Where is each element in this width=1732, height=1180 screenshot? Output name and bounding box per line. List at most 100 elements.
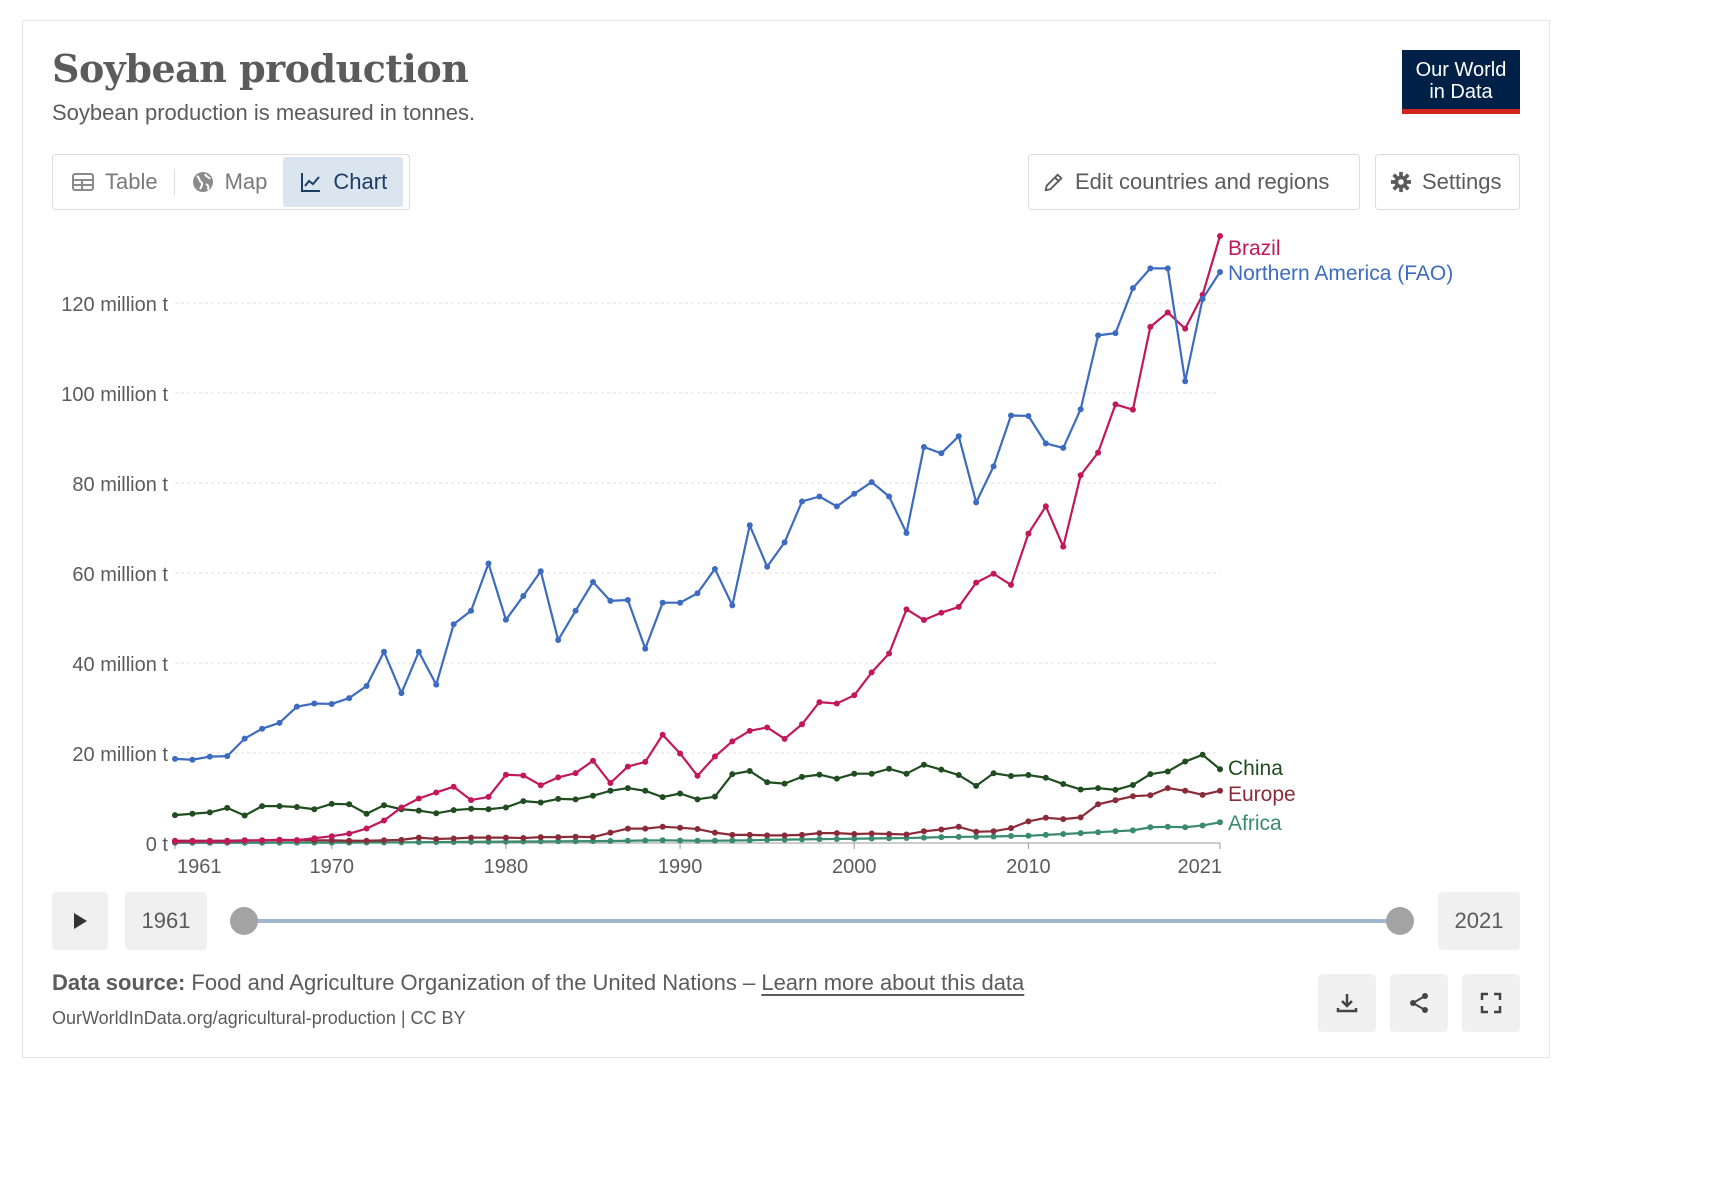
data-point — [1008, 412, 1014, 419]
data-point — [938, 766, 945, 773]
data-point — [938, 834, 945, 841]
series-lines — [172, 232, 1223, 846]
data-point — [1095, 829, 1102, 836]
data-point — [520, 592, 527, 599]
data-point — [711, 837, 718, 844]
data-point — [816, 493, 823, 500]
data-point — [868, 669, 875, 676]
data-point — [1095, 785, 1102, 792]
data-point — [990, 570, 997, 577]
owid-logo[interactable]: Our World in Data — [1402, 50, 1520, 114]
data-point — [1025, 832, 1032, 839]
data-point — [764, 563, 771, 570]
data-point — [729, 771, 736, 778]
data-point — [1095, 449, 1102, 456]
data-point — [1199, 791, 1206, 798]
data-point — [1164, 823, 1171, 830]
data-point — [920, 834, 927, 841]
data-point — [1042, 503, 1049, 510]
data-point — [1182, 378, 1189, 385]
data-point — [502, 616, 509, 623]
play-button[interactable] — [52, 892, 108, 950]
y-tick-label: 100 million t — [61, 384, 168, 406]
share-button[interactable] — [1390, 974, 1448, 1032]
data-point — [450, 807, 457, 814]
data-point — [311, 835, 318, 842]
x-tick-label: 1970 — [310, 856, 355, 878]
data-point — [868, 479, 875, 486]
data-point — [485, 793, 492, 800]
tab-map-label: Map — [224, 169, 268, 194]
data-point — [590, 792, 596, 799]
data-point — [276, 836, 283, 843]
data-point — [520, 835, 527, 842]
data-point — [1008, 581, 1014, 588]
data-point — [485, 838, 492, 845]
data-point — [642, 645, 649, 652]
data-point — [1042, 774, 1049, 781]
x-tick-label: 1990 — [658, 856, 703, 878]
x-tick-label: 1980 — [484, 856, 529, 878]
gear-icon — [1390, 171, 1412, 193]
tab-chart-label: Chart — [333, 169, 388, 194]
data-point — [711, 793, 718, 800]
data-point — [1025, 818, 1032, 825]
data-point — [485, 560, 492, 567]
fullscreen-button[interactable] — [1462, 974, 1520, 1032]
data-point — [938, 450, 945, 457]
learn-more-link[interactable]: Learn more about this data — [761, 970, 1025, 995]
data-point — [851, 692, 858, 699]
data-point — [1199, 295, 1206, 302]
start-year[interactable]: 1961 — [125, 892, 207, 950]
data-point — [259, 803, 266, 810]
tab-table[interactable]: Table — [55, 157, 174, 207]
data-point — [694, 837, 701, 844]
end-year[interactable]: 2021 — [1438, 892, 1520, 950]
data-point — [172, 755, 178, 762]
data-point — [1077, 472, 1084, 479]
start-handle[interactable] — [230, 907, 258, 935]
end-handle[interactable] — [1386, 907, 1414, 935]
data-point — [1077, 786, 1084, 793]
view-tabs: Table Map Chart — [52, 154, 410, 210]
data-point — [1095, 801, 1102, 808]
tab-chart[interactable]: Chart — [283, 157, 404, 207]
timeline-track[interactable] — [244, 919, 1400, 923]
data-point — [781, 832, 788, 839]
pencil-icon — [1044, 173, 1063, 192]
data-point — [1112, 330, 1119, 337]
data-point — [328, 800, 335, 807]
share-icon — [1410, 993, 1428, 1013]
data-point — [868, 770, 875, 777]
data-point — [206, 753, 213, 760]
data-point — [1008, 772, 1014, 779]
data-point — [624, 763, 631, 770]
data-point — [224, 804, 231, 811]
y-tick-label: 40 million t — [72, 654, 168, 676]
data-point — [415, 795, 422, 802]
chart-title: Soybean production — [52, 46, 469, 91]
download-button[interactable] — [1318, 974, 1376, 1032]
data-point — [293, 804, 300, 810]
data-point — [799, 498, 805, 505]
y-tick-label: 80 million t — [72, 474, 168, 496]
source-label: Data source: — [52, 970, 186, 995]
data-point — [398, 690, 405, 697]
data-point — [799, 831, 805, 838]
data-point — [764, 724, 771, 731]
data-point — [206, 809, 213, 816]
data-point — [1042, 814, 1049, 821]
data-point — [1217, 819, 1223, 826]
data-point — [172, 838, 178, 845]
tab-map[interactable]: Map — [175, 157, 284, 207]
data-point — [433, 810, 440, 817]
data-point — [381, 817, 387, 824]
settings-button[interactable]: Settings — [1375, 154, 1520, 210]
edit-countries-button[interactable]: Edit countries and regions — [1028, 154, 1360, 210]
data-point — [833, 775, 840, 782]
data-point — [1025, 772, 1032, 779]
series-brazil — [172, 232, 1223, 845]
data-point — [903, 770, 910, 777]
data-point — [903, 606, 910, 613]
data-point — [624, 785, 631, 792]
